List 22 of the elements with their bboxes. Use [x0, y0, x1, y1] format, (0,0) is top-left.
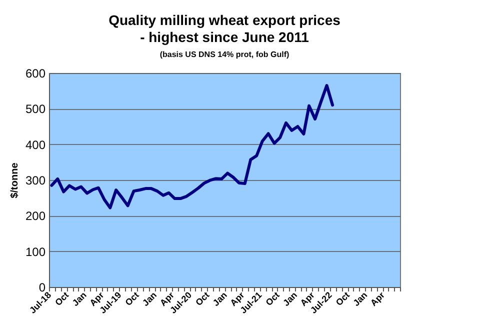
- y-tick-label: 300: [25, 174, 46, 188]
- chart-title: Quality milling wheat export prices - highest since June 2011: [108, 12, 341, 45]
- x-tick-label: Jan: [351, 290, 370, 308]
- x-tick-label: Jan: [140, 290, 159, 308]
- x-tick-label: Oct: [53, 290, 71, 308]
- y-tick-label: 400: [25, 138, 46, 152]
- x-tick-label: Oct: [334, 290, 352, 308]
- y-tick-label: 600: [25, 66, 46, 80]
- x-tick-label: Apr: [368, 290, 387, 308]
- x-tick-label: Jan: [281, 290, 300, 308]
- y-axis-title: $/tonne: [9, 162, 20, 198]
- line-series: [50, 84, 334, 210]
- x-tick-label: Oct: [194, 290, 212, 308]
- chart-subtitle: (basis US DNS 14% prot, fob Gulf): [160, 50, 290, 59]
- x-tick-label: Oct: [264, 290, 282, 308]
- x-tick-label: Oct: [123, 290, 141, 308]
- y-tick-label: 0: [38, 280, 46, 294]
- x-tick-label: Jan: [210, 290, 229, 308]
- y-tick-label: 500: [25, 102, 46, 116]
- x-tick-label: Jan: [70, 290, 88, 308]
- y-tick-label: 200: [25, 209, 46, 224]
- y-tick-label: 100: [25, 244, 46, 259]
